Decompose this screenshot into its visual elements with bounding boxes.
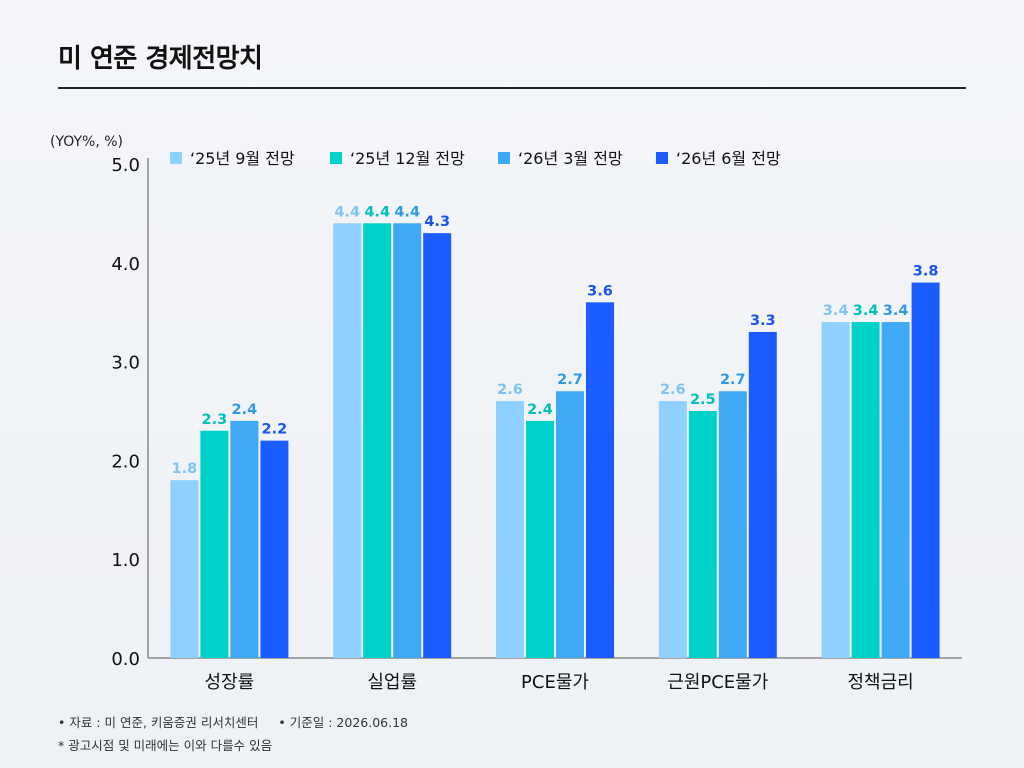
data-label: 3.8 — [913, 264, 939, 280]
data-label: 4.4 — [364, 204, 390, 220]
bar — [200, 430, 229, 658]
y-tick-label: 5.0 — [111, 155, 140, 176]
y-tick-label: 1.0 — [111, 550, 140, 571]
bar — [333, 223, 362, 658]
bar — [363, 223, 392, 658]
y-tick-label: 2.0 — [111, 451, 140, 472]
x-category-label: 정책금리 — [847, 672, 913, 693]
x-category-label: 근원PCE물가 — [667, 672, 768, 693]
legend-label: ‘26년 3월 전망 — [518, 149, 623, 168]
bar — [658, 401, 687, 658]
y-tick-label: 3.0 — [111, 353, 140, 374]
data-label: 4.4 — [394, 204, 420, 220]
legend-label: ‘25년 12월 전망 — [350, 149, 465, 168]
bar — [260, 440, 289, 658]
legend-swatch — [330, 152, 342, 164]
data-label: 2.4 — [527, 402, 553, 418]
bar — [718, 391, 747, 658]
bar — [748, 331, 777, 658]
data-label: 2.3 — [202, 412, 228, 428]
page-title: 미 연준 경제전망치 — [58, 44, 263, 74]
data-label: 4.4 — [334, 204, 360, 220]
bar — [230, 420, 259, 658]
data-label: 3.4 — [883, 303, 909, 319]
bar — [821, 322, 850, 658]
x-category-label: 실업률 — [367, 672, 417, 693]
title-divider — [58, 87, 966, 89]
bar — [393, 223, 422, 658]
bar — [586, 302, 614, 658]
data-label: 2.4 — [232, 402, 258, 418]
y-axis-unit-label: (YOY%, %) — [50, 134, 123, 150]
bar — [170, 480, 199, 658]
legend-label: ‘25년 9월 전망 — [190, 149, 295, 168]
x-category-label: 성장률 — [205, 672, 255, 693]
bar — [526, 420, 554, 658]
bar — [851, 322, 880, 658]
bar — [688, 411, 717, 658]
data-label: 2.5 — [690, 392, 716, 408]
data-label: 2.2 — [262, 422, 288, 438]
y-tick-label: 0.0 — [111, 649, 140, 670]
bar — [423, 233, 452, 658]
source-note: • 자료 : 미 연준, 키움증권 리서치센터 — [58, 715, 259, 730]
source-line: • 자료 : 미 연준, 키움증권 리서치센터 • 기준일 : 2026.06.1… — [58, 712, 408, 731]
data-label: 2.7 — [557, 372, 583, 388]
data-label: 3.3 — [750, 313, 776, 329]
data-label: 3.4 — [823, 303, 849, 319]
data-label: 1.8 — [172, 461, 198, 477]
data-label: 3.6 — [587, 283, 613, 299]
date-note: • 기준일 : 2026.06.18 — [278, 715, 408, 730]
legend-swatch — [656, 152, 668, 164]
data-label: 2.7 — [720, 372, 746, 388]
disclaimer-note: * 광고시점 및 미래에는 이와 다를수 있음 — [58, 738, 273, 753]
x-category-label: PCE물가 — [521, 672, 589, 693]
data-label: 4.3 — [424, 214, 450, 230]
legend-swatch — [498, 152, 510, 164]
bar — [556, 391, 584, 658]
data-label: 2.6 — [660, 382, 686, 398]
bar — [911, 282, 940, 658]
legend-label: ‘26년 6월 전망 — [676, 149, 781, 168]
legend-swatch — [170, 152, 182, 164]
bar — [496, 401, 524, 658]
data-label: 2.6 — [497, 382, 523, 398]
data-label: 3.4 — [853, 303, 879, 319]
y-tick-label: 4.0 — [111, 254, 140, 275]
bar — [881, 322, 910, 658]
